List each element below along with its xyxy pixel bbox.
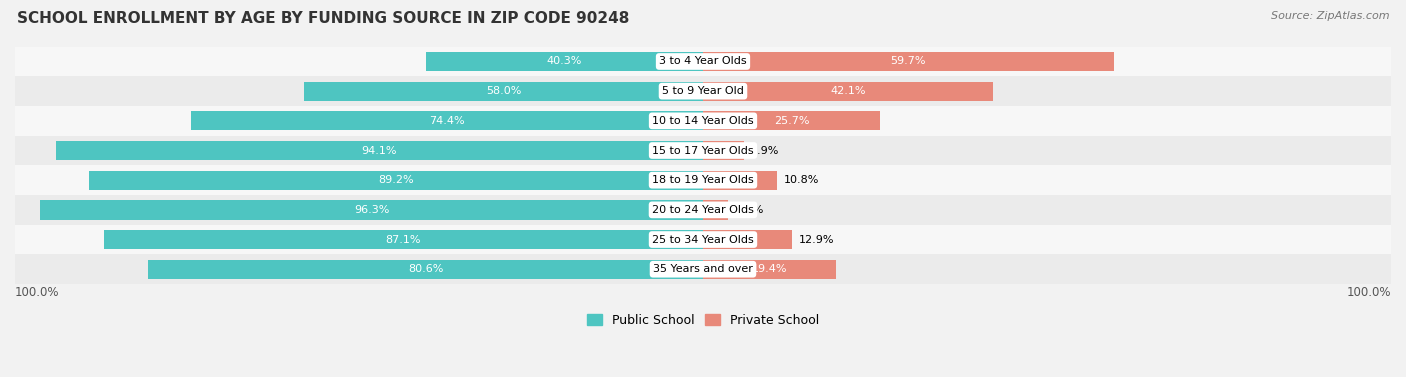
Text: 94.1%: 94.1% (361, 146, 396, 155)
Text: 5 to 9 Year Old: 5 to 9 Year Old (662, 86, 744, 96)
Text: 80.6%: 80.6% (408, 264, 443, 274)
Text: 87.1%: 87.1% (385, 234, 422, 245)
Text: 19.4%: 19.4% (752, 264, 787, 274)
Text: 3 to 4 Year Olds: 3 to 4 Year Olds (659, 57, 747, 66)
Text: 42.1%: 42.1% (830, 86, 866, 96)
Bar (15, 225, 1391, 254)
Text: 25.7%: 25.7% (773, 116, 810, 126)
Bar (41, 200, 703, 219)
Text: 100.0%: 100.0% (15, 285, 59, 299)
Text: 20 to 24 Year Olds: 20 to 24 Year Olds (652, 205, 754, 215)
Bar (191, 111, 703, 130)
Text: 25 to 34 Year Olds: 25 to 34 Year Olds (652, 234, 754, 245)
Bar (15, 106, 1391, 136)
Bar (703, 111, 880, 130)
Text: 5.9%: 5.9% (751, 146, 779, 155)
Text: 10.8%: 10.8% (785, 175, 820, 185)
Bar (703, 52, 1114, 71)
Bar (104, 230, 703, 249)
Text: 100.0%: 100.0% (1347, 285, 1391, 299)
Bar (703, 141, 744, 160)
Text: 74.4%: 74.4% (429, 116, 465, 126)
Bar (15, 166, 1391, 195)
Text: 18 to 19 Year Olds: 18 to 19 Year Olds (652, 175, 754, 185)
Text: 15 to 17 Year Olds: 15 to 17 Year Olds (652, 146, 754, 155)
Text: 40.3%: 40.3% (547, 57, 582, 66)
Text: 58.0%: 58.0% (486, 86, 522, 96)
Bar (15, 195, 1391, 225)
Text: Source: ZipAtlas.com: Source: ZipAtlas.com (1271, 11, 1389, 21)
Text: 3.7%: 3.7% (735, 205, 763, 215)
Bar (426, 52, 703, 71)
Text: 35 Years and over: 35 Years and over (652, 264, 754, 274)
Bar (703, 81, 993, 101)
Text: 10 to 14 Year Olds: 10 to 14 Year Olds (652, 116, 754, 126)
Bar (15, 254, 1391, 284)
Legend: Public School, Private School: Public School, Private School (582, 309, 824, 332)
Bar (703, 260, 837, 279)
Bar (149, 260, 703, 279)
Text: SCHOOL ENROLLMENT BY AGE BY FUNDING SOURCE IN ZIP CODE 90248: SCHOOL ENROLLMENT BY AGE BY FUNDING SOUR… (17, 11, 630, 26)
Bar (703, 170, 778, 190)
Bar (15, 47, 1391, 76)
Bar (56, 141, 703, 160)
Text: 59.7%: 59.7% (890, 57, 927, 66)
Bar (90, 170, 703, 190)
Text: 96.3%: 96.3% (354, 205, 389, 215)
Text: 12.9%: 12.9% (799, 234, 834, 245)
Bar (15, 136, 1391, 166)
Bar (703, 230, 792, 249)
Bar (15, 76, 1391, 106)
Bar (304, 81, 703, 101)
Bar (703, 200, 728, 219)
Text: 89.2%: 89.2% (378, 175, 413, 185)
